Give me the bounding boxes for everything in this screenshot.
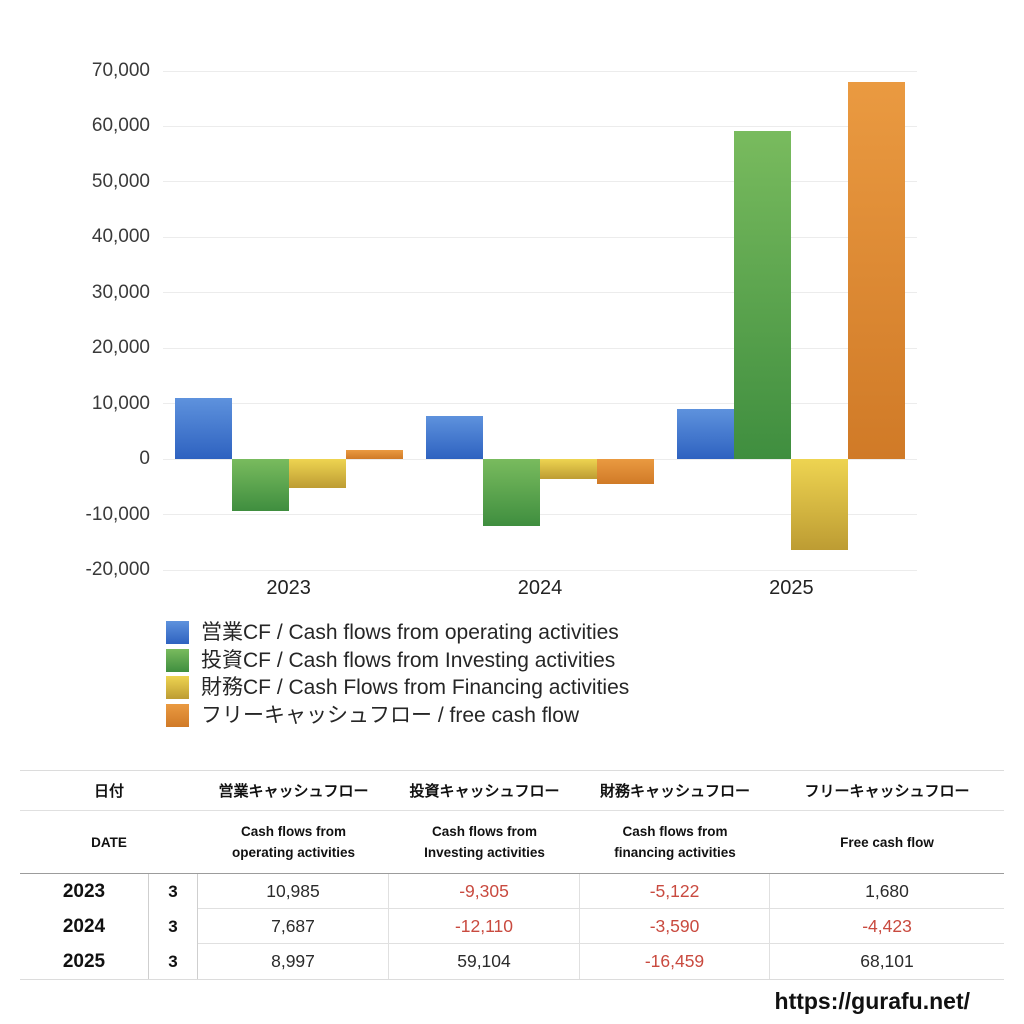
table-cell-year: 2023	[20, 874, 149, 909]
table-header-date-en: DATE	[20, 811, 198, 874]
legend-item-financing-cf: 財務CF / Cash Flows from Financing activit…	[166, 676, 629, 699]
bar-free-cash-flow-2023	[345, 449, 403, 460]
legend-item-free-cash-flow: フリーキャッシュフロー / free cash flow	[166, 703, 629, 727]
table-cell-value: 1,680	[770, 874, 1004, 909]
y-axis-tick-label: 50,000	[91, 170, 150, 192]
table-cell-value: -16,459	[580, 944, 770, 979]
bar-financing-cf-2024	[540, 459, 597, 479]
legend-swatch-investing-cf	[166, 648, 189, 672]
table-header-jp: 財務キャッシュフロー	[580, 771, 770, 811]
y-axis-tick-label: 20,000	[91, 337, 150, 359]
bar-free-cash-flow-2024	[597, 459, 654, 484]
legend-item-investing-cf: 投資CF / Cash flows from Investing activit…	[166, 648, 629, 672]
table-header-en: Cash flows from Investing activities	[389, 811, 580, 874]
table-header-en: Free cash flow	[770, 811, 1004, 874]
y-axis-tick-label: -10,000	[85, 503, 150, 525]
table-cell-value: -3,590	[580, 909, 770, 944]
table-cell-year: 2024	[20, 909, 149, 944]
table-cell-value: 8,997	[198, 944, 389, 979]
gridline--20,000	[163, 569, 917, 571]
y-axis-tick-label: 40,000	[91, 226, 150, 248]
bar-operating-cf-2025	[677, 409, 735, 460]
table-header-en: Cash flows from operating activities	[198, 811, 389, 874]
chart-legend: 営業CF / Cash flows from operating activit…	[166, 621, 629, 731]
bar-operating-cf-2024	[426, 416, 483, 460]
bar-operating-cf-2023	[174, 398, 232, 460]
table-cell-value: -4,423	[770, 909, 1004, 944]
x-axis-label-2025: 2025	[769, 577, 814, 599]
legend-swatch-financing-cf	[166, 676, 189, 699]
table-cell-value: -5,122	[580, 874, 770, 909]
bar-investing-cf-2025	[734, 131, 792, 460]
gridline-30,000	[163, 292, 917, 294]
y-axis-tick-label: 70,000	[91, 60, 150, 81]
bar-free-cash-flow-2025	[848, 81, 906, 460]
y-axis-tick-label: 10,000	[91, 392, 150, 414]
table-header-jp: 投資キャッシュフロー	[389, 771, 580, 811]
table-cell-year: 2025	[20, 944, 149, 979]
y-axis-tick-label: 60,000	[91, 115, 150, 137]
table-cell-month: 3	[149, 874, 198, 909]
gridline-20,000	[163, 347, 917, 349]
legend-swatch-free-cash-flow	[166, 703, 189, 727]
legend-item-operating-cf: 営業CF / Cash flows from operating activit…	[166, 621, 629, 644]
gridline-60,000	[163, 125, 917, 127]
gridline--10,000	[163, 514, 917, 516]
table-cell-value: -9,305	[389, 874, 580, 909]
table-cell-value: 7,687	[198, 909, 389, 944]
table-header-jp: フリーキャッシュフロー	[770, 771, 1004, 811]
table-cell-value: 10,985	[198, 874, 389, 909]
legend-label: フリーキャッシュフロー / free cash flow	[201, 703, 580, 727]
y-axis-tick-label: 30,000	[91, 281, 150, 303]
bar-financing-cf-2025	[791, 459, 849, 551]
y-axis-tick-label: -20,000	[85, 559, 150, 580]
legend-swatch-operating-cf	[166, 621, 189, 644]
bar-financing-cf-2023	[288, 459, 346, 488]
gridline-0	[163, 458, 917, 460]
table-header-en: Cash flows from financing activities	[580, 811, 770, 874]
gridline-10,000	[163, 403, 917, 405]
gridline-40,000	[163, 236, 917, 238]
bar-investing-cf-2024	[483, 459, 540, 527]
table-cell-month: 3	[149, 944, 198, 979]
table-cell-month: 3	[149, 909, 198, 944]
legend-label: 財務CF / Cash Flows from Financing activit…	[201, 676, 630, 699]
table-cell-value: -12,110	[389, 909, 580, 944]
table-cell-value: 68,101	[860, 951, 914, 971]
x-axis-label-2024: 2024	[517, 577, 563, 599]
legend-label: 営業CF / Cash flows from operating activit…	[201, 621, 619, 644]
site-url: https://gurafu.net/	[774, 988, 970, 1014]
bar-investing-cf-2023	[231, 459, 289, 511]
legend-label: 投資CF / Cash flows from Investing activit…	[201, 648, 616, 672]
table-header-jp: 営業キャッシュフロー	[198, 771, 389, 811]
table-cell-value: 59,104	[389, 944, 580, 979]
table-header-date-jp: 日付	[20, 771, 198, 811]
gridline-50,000	[163, 181, 917, 183]
data-table: 日付 営業キャッシュフロー 投資キャッシュフロー 財務キャッシュフロー フリーキャッシュ…	[20, 770, 1004, 980]
y-axis-tick-label: 0	[139, 448, 150, 470]
gridline-70,000	[163, 70, 917, 72]
x-axis-label-2023: 2023	[266, 577, 311, 599]
